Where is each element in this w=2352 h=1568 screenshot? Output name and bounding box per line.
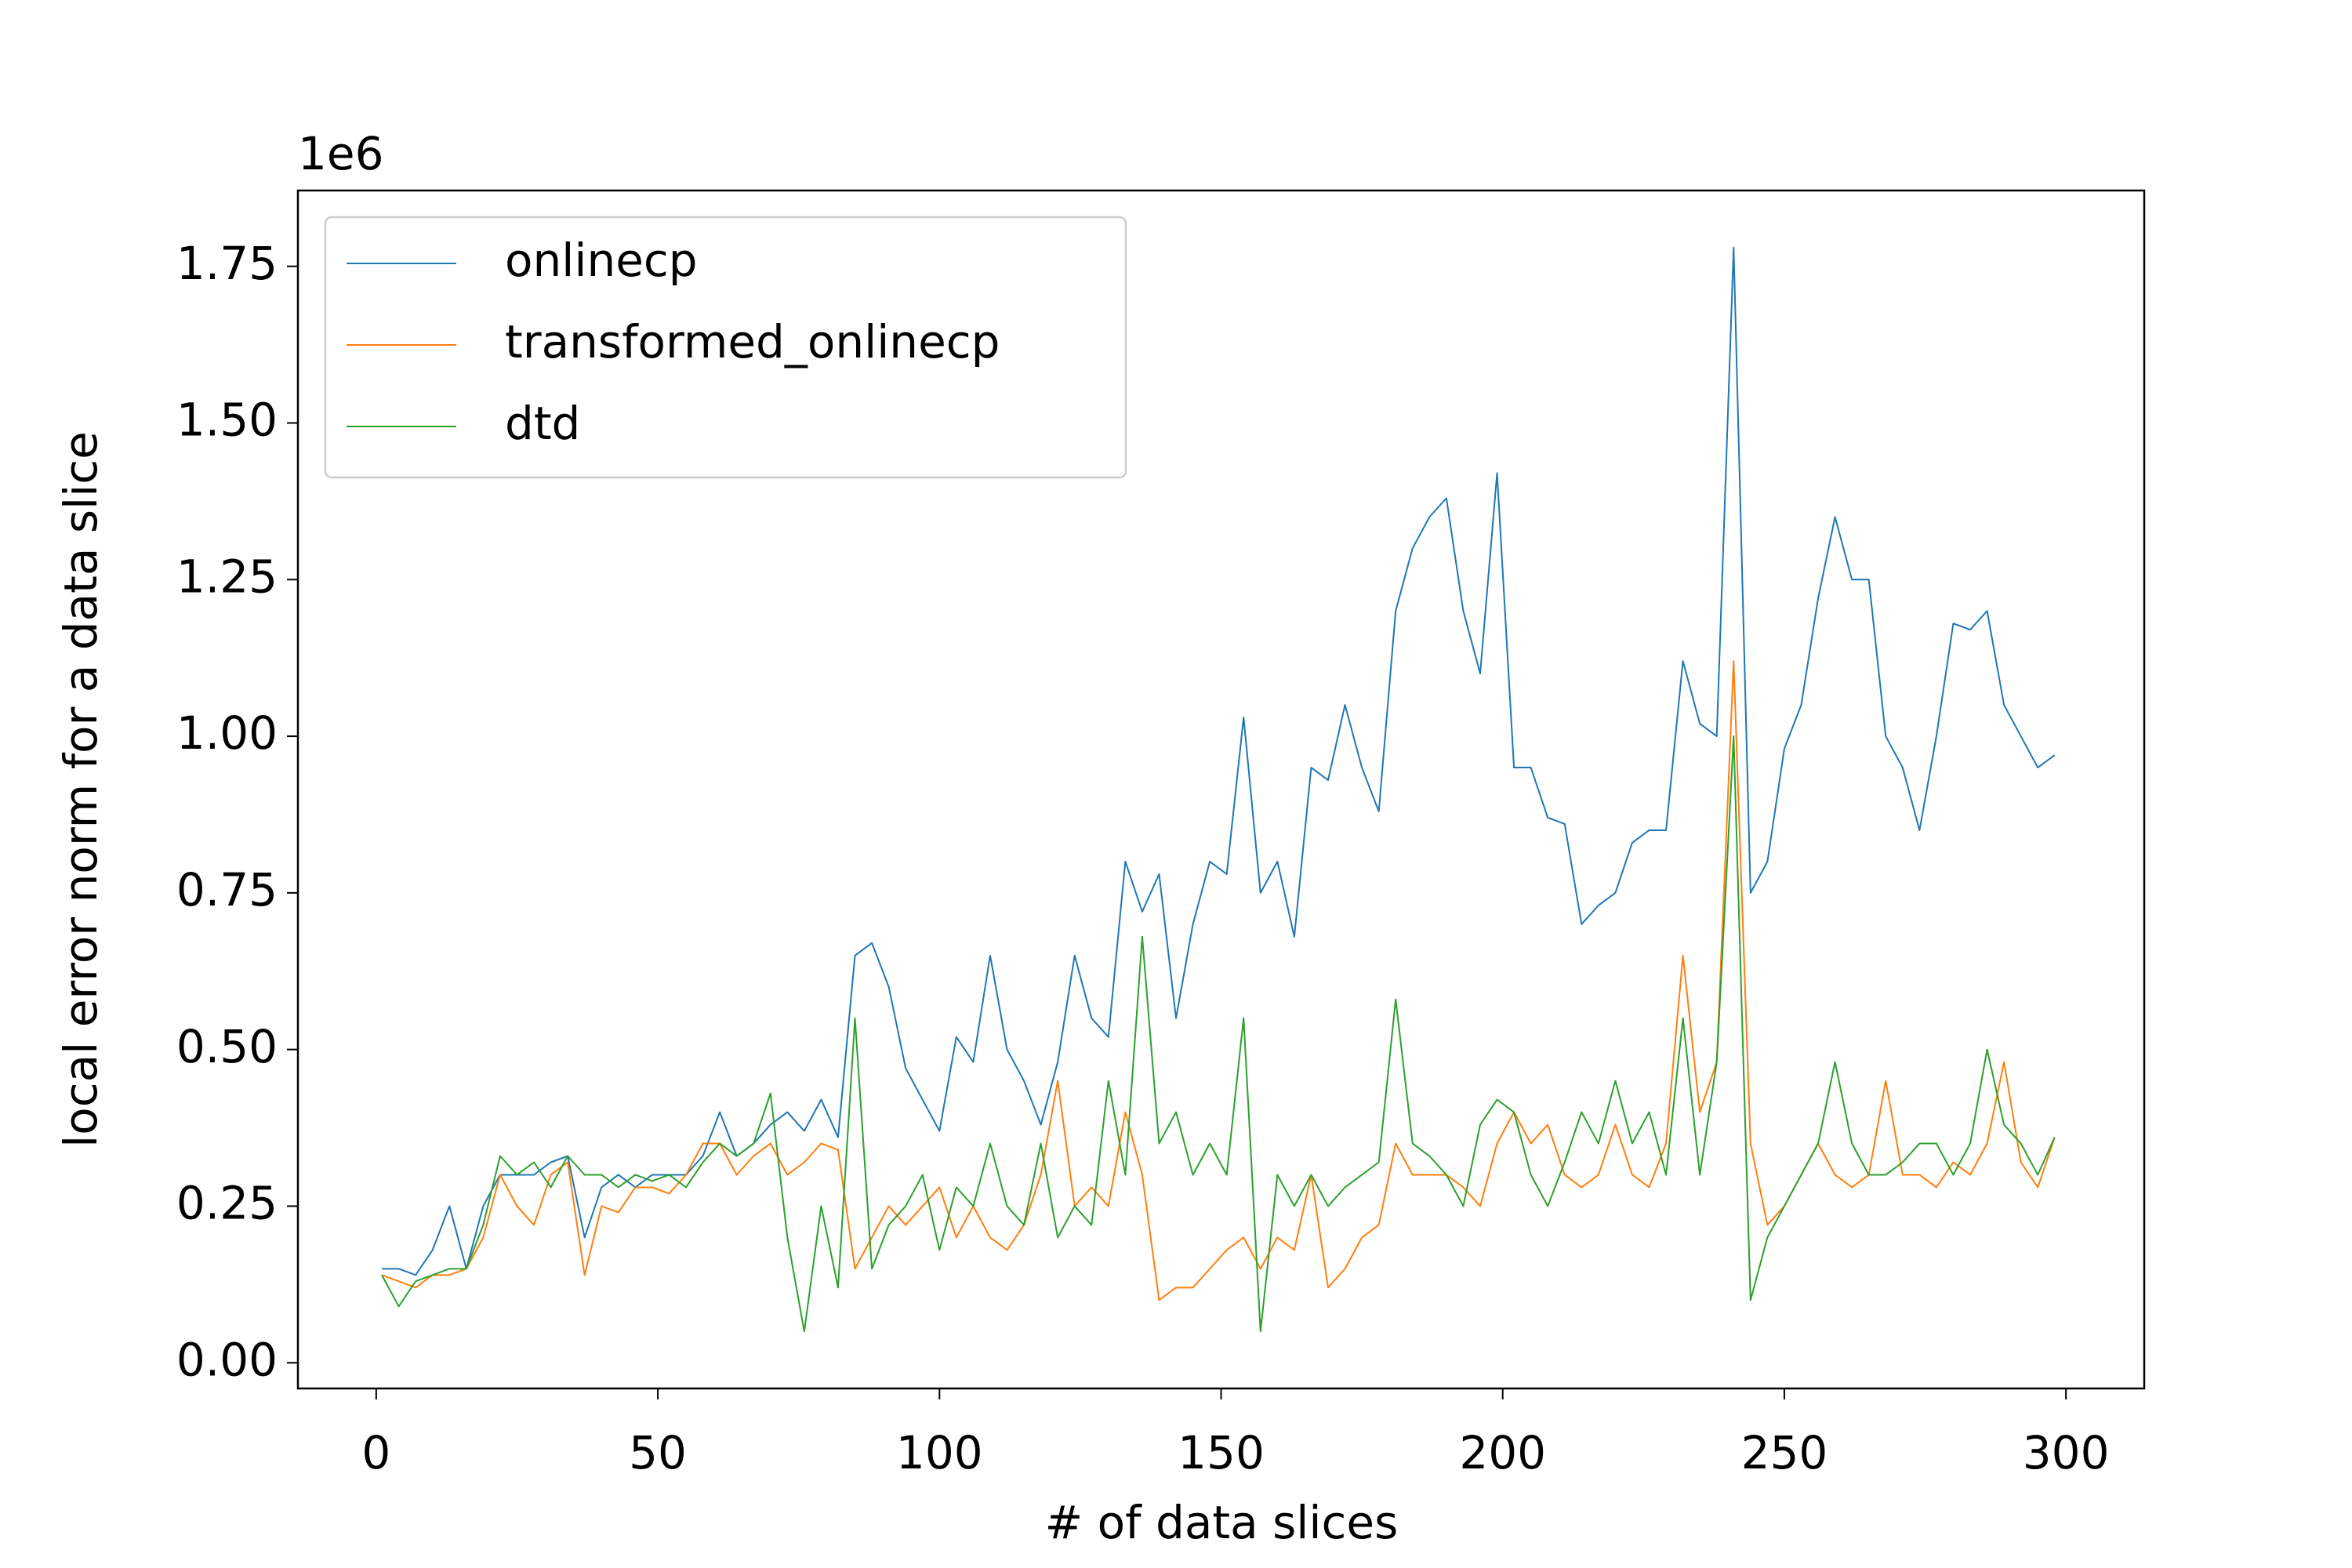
x-tick-label: 100 <box>896 1426 983 1479</box>
data-line <box>382 246 2056 1276</box>
y-offset-label: 1e6 <box>298 127 384 180</box>
legend-label: dtd <box>505 397 580 450</box>
y-tick-label: 0.00 <box>176 1333 278 1386</box>
y-axis-label: local error norm for a data slice <box>54 431 107 1148</box>
y-tick-label: 0.75 <box>176 863 278 916</box>
x-tick-label: 50 <box>629 1426 687 1479</box>
data-line <box>381 735 2056 1333</box>
x-tick-label: 250 <box>1741 1426 1828 1479</box>
y-tick-label: 0.50 <box>176 1020 278 1073</box>
y-tick-label: 1.00 <box>176 706 278 760</box>
x-tick-label: 0 <box>361 1426 390 1479</box>
y-tick-label: 1.25 <box>176 550 278 603</box>
legend-label: transformed_onlinecp <box>505 315 1000 368</box>
plot-frame <box>296 189 2146 1390</box>
x-tick-label: 150 <box>1178 1426 1265 1479</box>
data-line <box>381 660 2056 1301</box>
x-tick-label: 300 <box>2023 1426 2110 1479</box>
legend-box <box>324 216 1127 479</box>
y-tick-label: 1.75 <box>176 237 278 290</box>
y-tick-label: 1.50 <box>176 394 278 447</box>
x-axis-label: # of data slices <box>1045 1496 1399 1549</box>
y-tick-label: 0.25 <box>176 1177 278 1230</box>
legend-label: onlinecp <box>505 234 698 287</box>
x-tick-label: 200 <box>1459 1426 1546 1479</box>
